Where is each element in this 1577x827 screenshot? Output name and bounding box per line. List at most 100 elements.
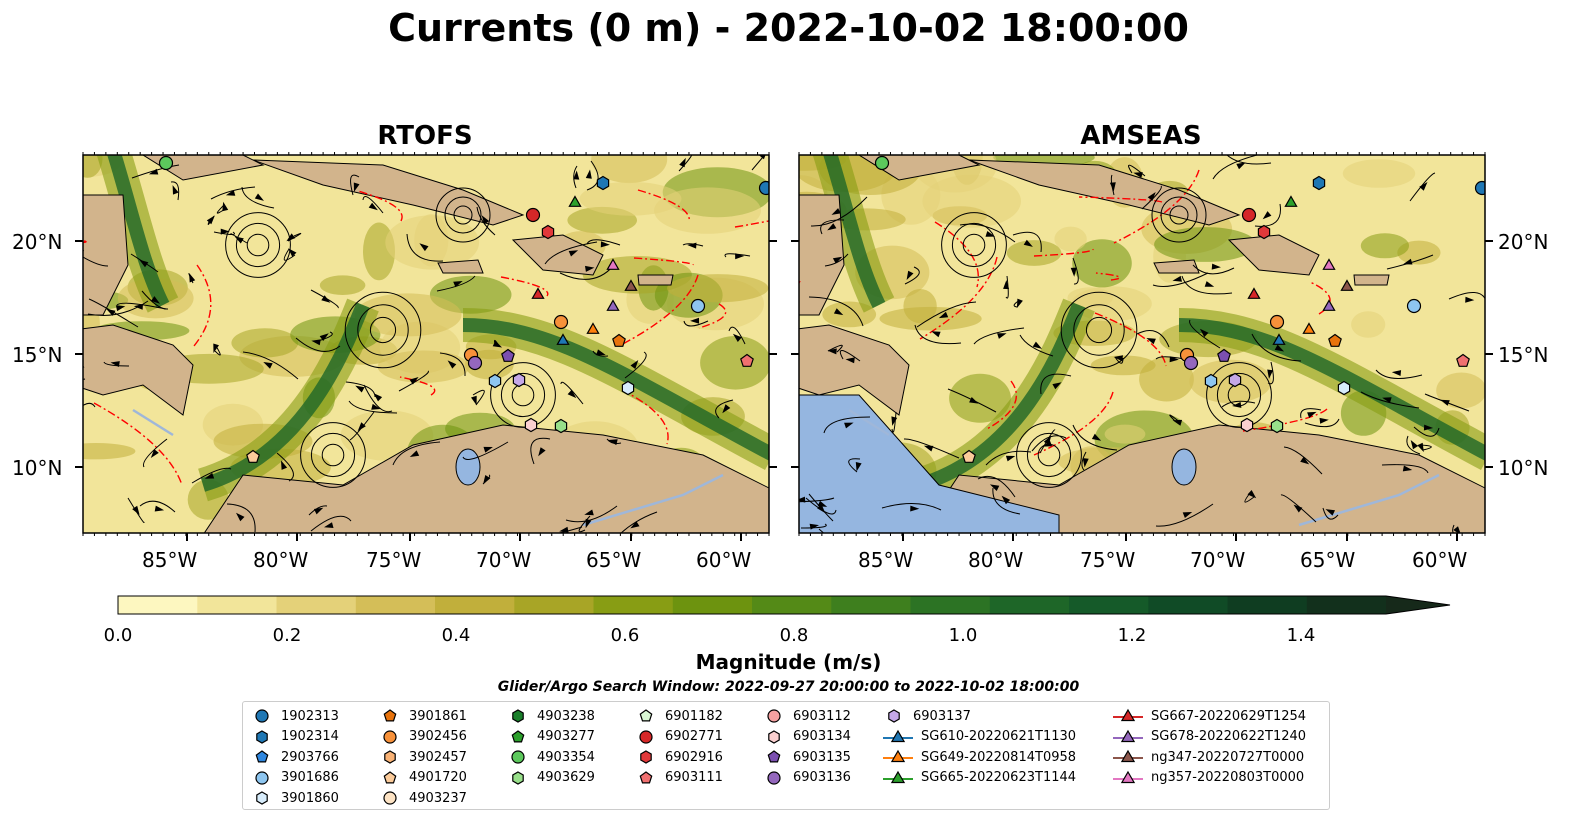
legend-marker — [767, 771, 781, 785]
legend-item: 4903238 — [507, 706, 595, 727]
magnitude-blob — [1360, 233, 1409, 259]
lon-label-65w-right: 65°W — [1300, 548, 1356, 572]
streamline — [348, 400, 398, 414]
lon-label-85w-right: 85°W — [858, 548, 914, 572]
cb-tick-6: 1.2 — [1117, 625, 1147, 646]
legend-column: 6903112 6903134 6903135 6903136 — [763, 706, 851, 788]
streamline — [141, 290, 169, 310]
float-marker — [1247, 287, 1261, 299]
legend-item: 6903134 — [763, 727, 851, 748]
streamline — [1452, 524, 1455, 533]
streamline — [1409, 172, 1436, 202]
streamline — [560, 381, 584, 405]
streamline-arrow — [492, 340, 503, 348]
legend-marker-icon — [883, 729, 913, 742]
streamline-arrow — [735, 253, 745, 260]
float-marker — [1322, 299, 1336, 311]
streamline-arrow — [827, 223, 837, 231]
cb-tick-3: 0.6 — [610, 625, 640, 646]
streamline — [682, 243, 704, 247]
land-mass — [83, 194, 129, 316]
legend-marker-icon — [512, 709, 524, 723]
streamline-arrow — [679, 157, 686, 168]
streamline-arrow — [573, 170, 580, 180]
colorbar-label: Magnitude (m/s) — [695, 650, 882, 674]
legend-item: SG665-20220623T1144 — [883, 768, 1076, 789]
legend-column: 3901861 3902456 3902457 4901720 4903237 — [379, 706, 467, 809]
streamline — [1322, 507, 1339, 520]
colorbar — [117, 595, 1451, 615]
legend-item-label: 4901720 — [409, 770, 467, 786]
legend-marker-icon — [768, 730, 780, 744]
streamline-arrow — [1382, 397, 1392, 403]
streamline-arrow — [891, 416, 898, 426]
legend-marker-icon — [383, 730, 397, 744]
streamline-arrow — [324, 522, 334, 528]
streamline-arrow — [373, 393, 383, 402]
lake — [1171, 448, 1197, 486]
eez-boundary — [621, 389, 669, 445]
legend-marker — [639, 709, 653, 722]
streamline-arrow — [1247, 490, 1257, 499]
float-marker — [556, 333, 570, 345]
streamline-arrow — [368, 202, 378, 211]
eez-boundary — [1095, 272, 1121, 281]
lon-label-75w-right: 75°W — [1080, 548, 1136, 572]
streamline — [1152, 272, 1209, 287]
streamline — [1189, 319, 1221, 349]
streamline — [350, 174, 360, 196]
land-mass — [858, 155, 981, 181]
eddy-ring — [235, 222, 281, 268]
legend-item: 4903354 — [507, 747, 595, 768]
lat-label-15n-right: 15°N — [1498, 343, 1549, 367]
legend-item: SG667-20220629T1254 — [1113, 706, 1306, 727]
streamline — [214, 345, 221, 356]
float-marker — [606, 299, 620, 311]
legend-marker — [255, 771, 269, 785]
streamline-arrow — [1113, 355, 1123, 362]
streamline — [283, 248, 296, 261]
streamline — [914, 324, 962, 345]
streamline — [751, 155, 766, 171]
legend-marker — [1120, 750, 1136, 763]
colorbar-segment — [435, 596, 515, 614]
streamline — [810, 196, 868, 227]
float-marker — [1241, 207, 1257, 223]
legend-marker — [511, 730, 525, 743]
streamline-arrow — [1146, 338, 1156, 345]
eez-boundary — [357, 190, 403, 222]
legend-item-label: 4903354 — [537, 749, 595, 765]
eez-boundary — [986, 380, 1018, 430]
streamline — [317, 331, 333, 342]
streamline-arrow — [585, 169, 592, 179]
streamline — [295, 337, 341, 352]
legend-item-label: 6903136 — [793, 770, 851, 786]
legend-marker-icon — [384, 750, 396, 764]
legend-item: SG649-20220814T0958 — [883, 747, 1076, 768]
cb-tick-4: 0.8 — [779, 625, 809, 646]
streamline — [241, 186, 275, 209]
eddy-ring — [300, 422, 366, 488]
current-jet-core — [200, 302, 370, 492]
legend-item: 6902916 — [635, 747, 723, 768]
streamline-arrow — [1419, 182, 1428, 191]
streamline — [170, 181, 180, 201]
streamline-arrow — [845, 357, 855, 364]
streamline — [1072, 257, 1079, 285]
float-marker — [1456, 353, 1470, 367]
magnitude-blob — [1090, 355, 1156, 376]
legend-item: 6903137 — [883, 706, 1076, 727]
eez-boundary — [633, 257, 694, 266]
magnitude-blob — [1351, 311, 1386, 338]
streamline-arrow — [1236, 162, 1246, 170]
river — [132, 408, 174, 437]
streamline-arrow — [1070, 267, 1077, 277]
float-marker — [568, 195, 582, 207]
legend-item: 6903136 — [763, 768, 851, 789]
streamline-arrow — [1293, 504, 1303, 513]
streamline-arrow — [83, 415, 84, 417]
legend-item: SG678-20220622T1240 — [1113, 727, 1306, 748]
streamline-arrow — [1109, 182, 1116, 192]
legend-item-label: 6901182 — [665, 708, 723, 724]
streamline — [308, 505, 328, 516]
